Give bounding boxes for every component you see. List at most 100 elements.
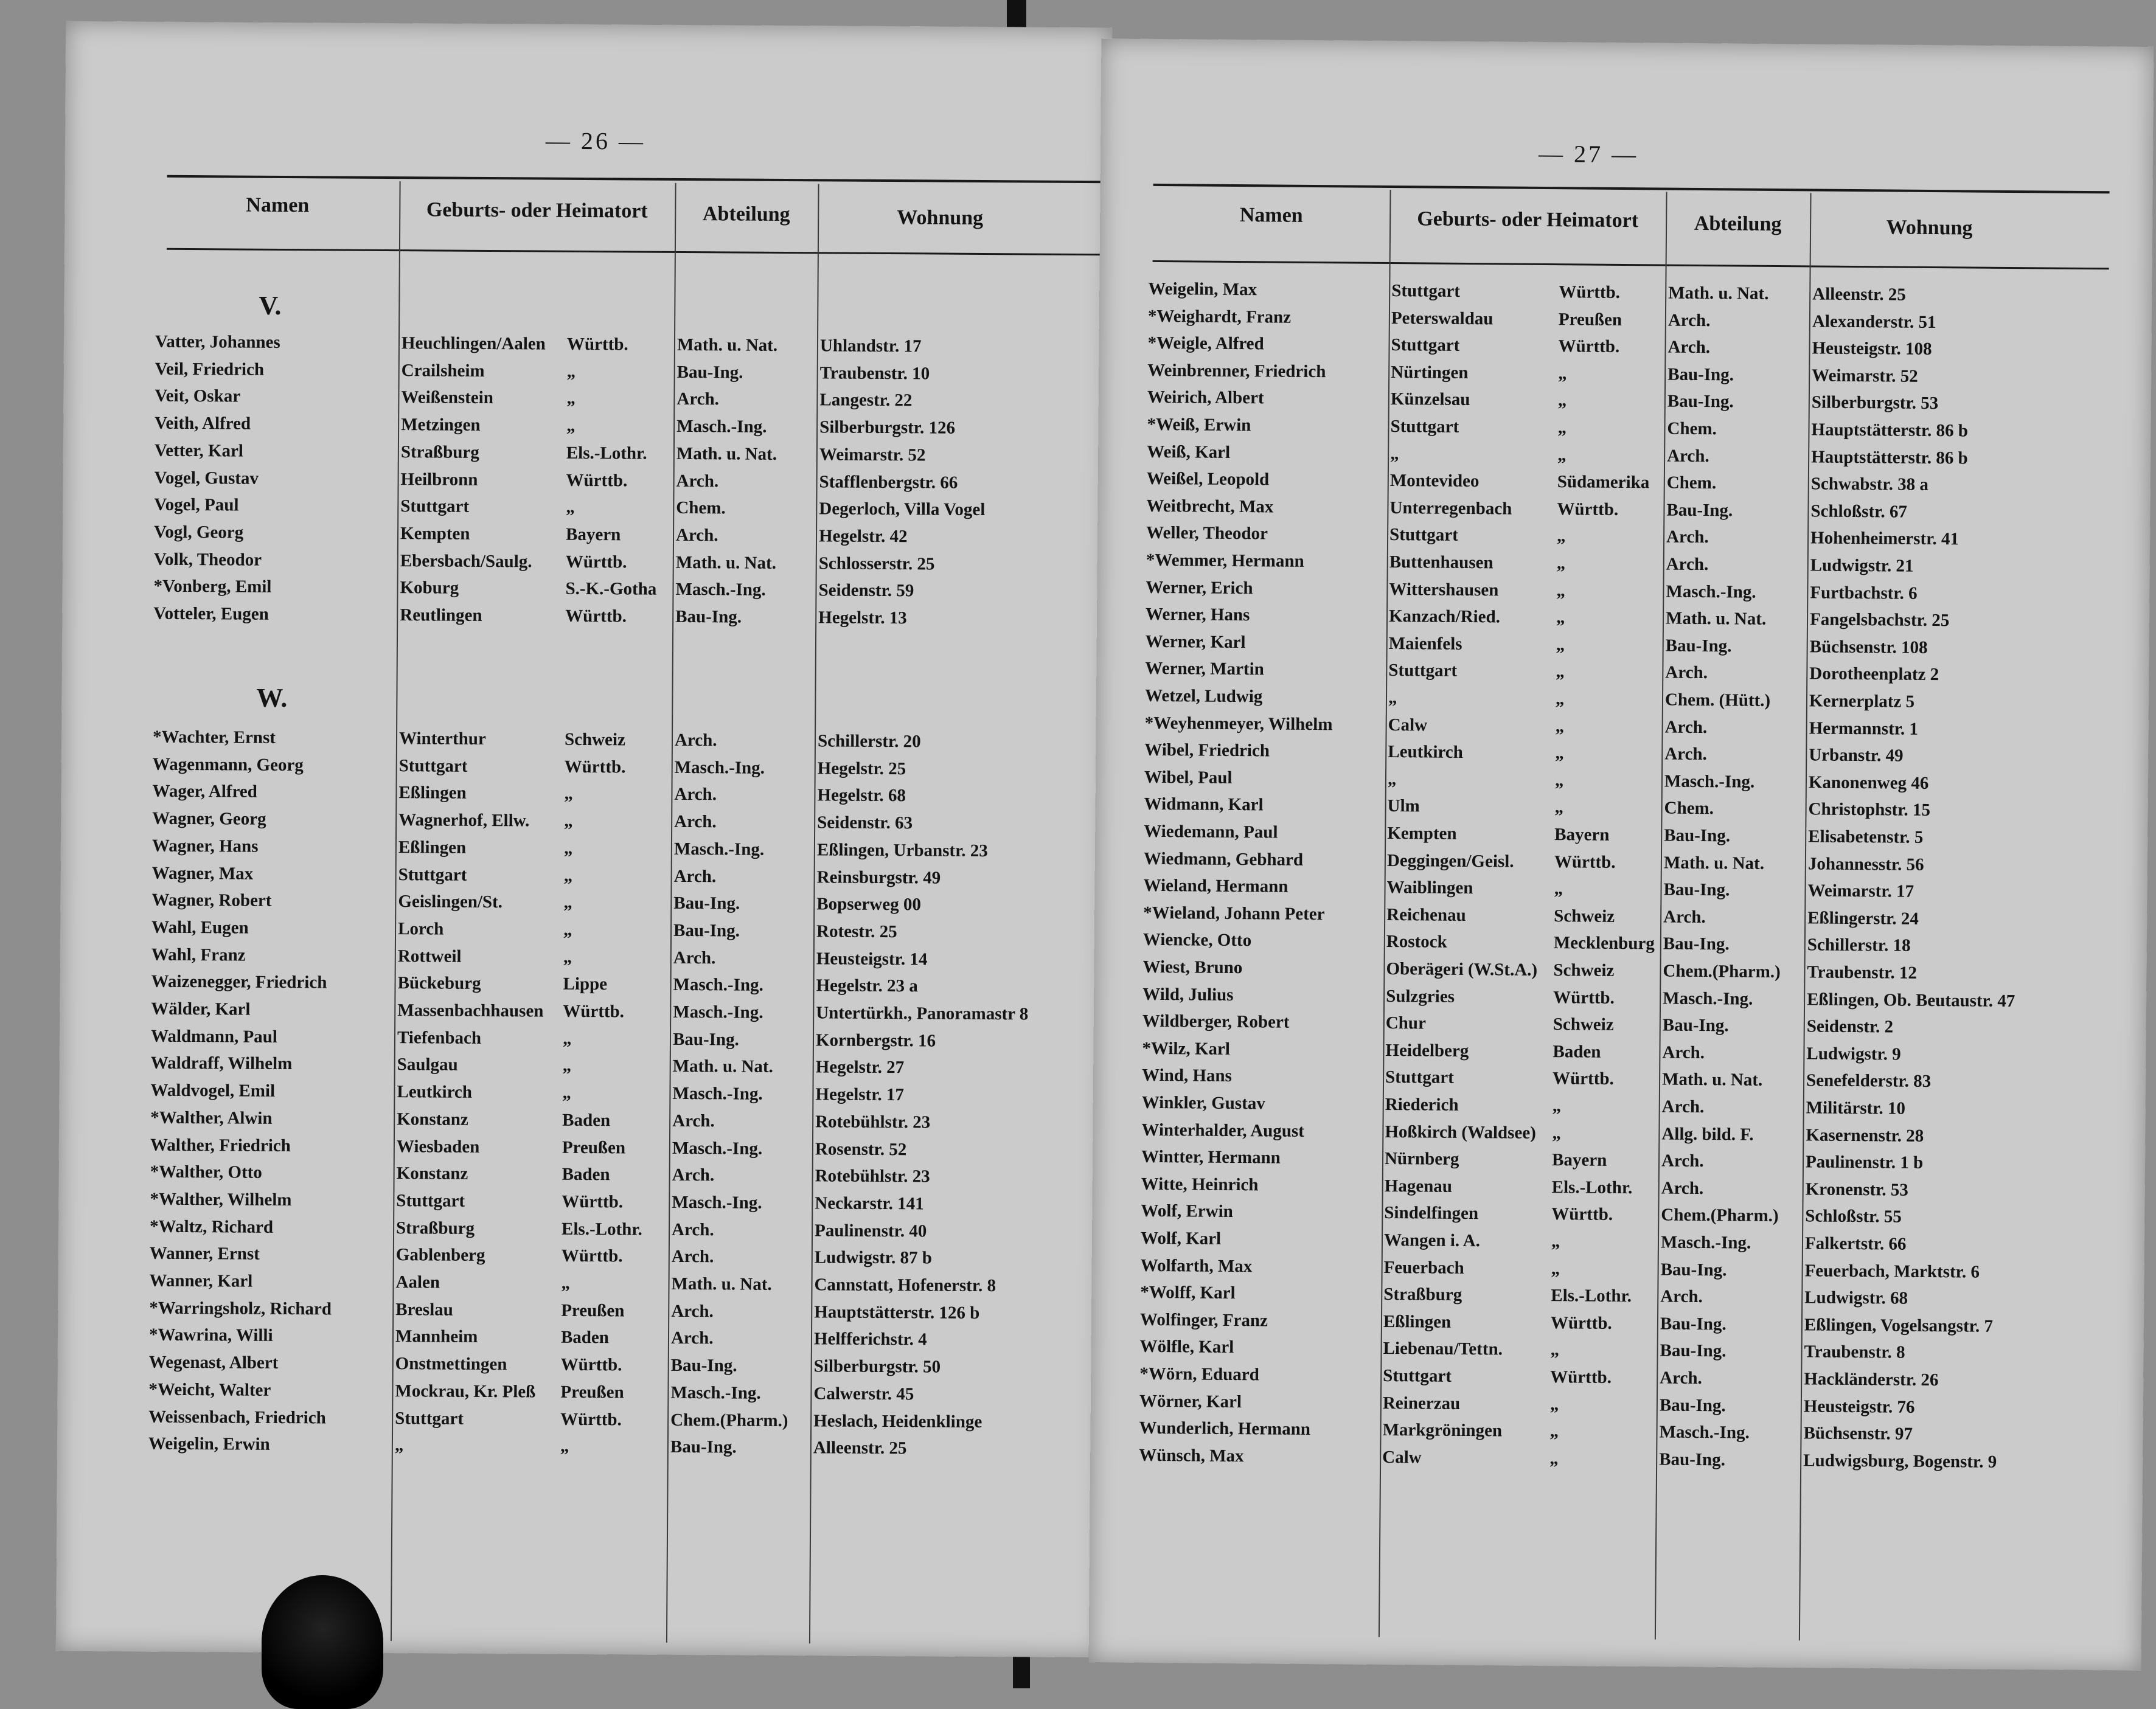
entry-name: Widmann, Karl [1144,794,1264,815]
entry-department: Math. u. Nat. [1661,1069,1763,1090]
entry-department: Bau-Ing. [673,893,740,913]
entry-department: Arch. [675,525,718,546]
entry-department: Masch.-Ing. [676,417,767,437]
entry-place: Stuttgart [1383,1365,1452,1386]
section-letter: V. [259,290,282,321]
entry-address: Feuerbach, Marktstr. 6 [1804,1260,1980,1282]
entry-state: „ [1556,526,1566,546]
page-27: — 27 — Namen Geburts- oder Heimatort Abt… [1088,38,2154,1671]
entry-place: Konstanz [396,1163,468,1184]
entry-name: *Wörn, Eduard [1139,1364,1259,1385]
entry-name: Weigelin, Erwin [148,1433,270,1455]
entry-department: Arch. [1660,1286,1703,1307]
entry-address: Weimarstr. 17 [1807,881,1914,901]
entry-address: Heusteigstr. 108 [1812,338,1932,359]
entry-place: Peterswaldau [1391,308,1494,328]
entry-name: Waizenegger, Friedrich [151,971,327,993]
entry-state: Els.-Lothr. [1551,1286,1632,1306]
entry-state: Schweiz [1553,1014,1614,1035]
entry-state: Preußen [562,1137,626,1157]
entry-name: Wager, Alfred [152,782,257,802]
entry-place: Stuttgart [396,1191,465,1211]
entry-department: Bau-Ing. [1662,1015,1729,1036]
entry-state: Württb. [1554,851,1616,872]
entry-name: Wanner, Karl [149,1270,253,1291]
entry-place: Reutlingen [400,605,482,625]
entry-place: Mockrau, Kr. Pleß [395,1381,536,1402]
page-26: — 26 — Namen Geburts- oder Heimatort Abt… [55,21,1124,1658]
entry-name: Votteler, Eugen [153,603,269,624]
entry-name: Wunderlich, Hermann [1139,1418,1311,1440]
entry-state: „ [562,1083,572,1103]
entry-name: *Vonberg, Emil [153,576,272,597]
entry-address: Hegelstr. 23 a [816,976,918,996]
entry-address: Rotebühlstr. 23 [815,1112,931,1132]
entry-state: „ [566,415,576,435]
entry-department: Arch. [671,1301,714,1322]
entry-name: *Walther, Wilhelm [150,1189,292,1210]
entry-place: Straßburg [400,442,479,462]
entry-state: Baden [1553,1041,1601,1062]
header-rule-top [167,175,1124,184]
entry-address: Hegelstr. 25 [817,758,906,778]
entry-place: Liebenau/Tettn. [1383,1339,1503,1359]
entry-name: *Wemmer, Hermann [1146,550,1304,571]
entry-state: „ [562,1028,572,1049]
entry-place: Sulzgries [1386,986,1455,1007]
entry-place: Stuttgart [1389,525,1459,546]
entry-department: Bau-Ing. [672,1029,739,1050]
entry-name: Waldvogel, Emil [150,1080,276,1101]
entry-department: Arch. [1666,554,1709,575]
entry-state: „ [566,497,575,518]
entry-place: Rottweil [397,946,462,966]
entry-state: Schweiz [1553,960,1615,980]
entry-place: Stuttgart [1388,660,1458,681]
entry-name: Waldraff, Wilhelm [150,1053,293,1074]
entry-address: Uhlandstr. 17 [819,336,922,356]
entry-department: Chem.(Pharm.) [670,1410,788,1430]
entry-department: Masch.-Ing. [1660,1232,1751,1253]
entry-department: Allg. bild. F. [1661,1124,1754,1145]
entry-name: Wagenmann, Georg [152,754,304,775]
entry-name: Wahl, Eugen [151,917,249,938]
entry-place: „ [394,1435,404,1455]
entry-address: Rosenstr. 52 [815,1139,907,1159]
entry-name: Wölfle, Karl [1139,1337,1234,1357]
entry-address: Ludwigstr. 9 [1806,1044,1901,1064]
entry-place: Riederich [1385,1094,1459,1115]
entry-name: *Wilz, Karl [1142,1038,1231,1059]
entry-state: Württb. [1552,1069,1614,1089]
entry-department: Arch. [1661,1178,1704,1198]
entry-address: Seidenstr. 59 [818,580,914,601]
entry-name: Werner, Karl [1145,631,1246,652]
entry-address: Weimarstr. 52 [819,445,926,465]
entry-department: Math. u. Nat. [676,335,778,355]
entry-place: Waiblingen [1386,878,1473,898]
entry-address: Büchsenstr. 97 [1803,1423,1913,1444]
entry-name: Wind, Hans [1141,1066,1233,1086]
entry-place: Tiefenbach [397,1027,482,1048]
entry-address: Silberburgstr. 50 [813,1356,941,1377]
entry-name: *Weighardt, Franz [1147,306,1292,327]
entry-state: „ [1555,716,1565,736]
entry-state: Baden [560,1328,610,1348]
entry-name: Wanner, Ernst [149,1243,260,1264]
entry-place: Ebersbach/Saulg. [400,550,532,572]
entry-department: Bau-Ing. [1660,1314,1727,1334]
entry-address: Heusteigstr. 14 [816,948,928,969]
entry-state: „ [560,1436,569,1457]
entry-name: Veith, Alfred [155,413,251,434]
entry-department: Arch. [674,811,717,832]
entry-department: Bau-Ing. [1659,1449,1726,1470]
entry-department: Arch. [671,1219,714,1239]
entry-department: Masch.-Ing. [1664,771,1755,792]
entry-name: *Wachter, Ernst [152,727,276,747]
entry-department: Masch.-Ing. [673,975,763,996]
column-header-name: Namen [246,193,310,217]
entry-state: „ [1552,1096,1562,1116]
entry-name: Wintter, Hermann [1141,1147,1281,1168]
entry-place: Deggingen/Geisl. [1386,850,1514,872]
entry-name: Wahl, Franz [151,945,246,965]
entry-state: Schweiz [1554,906,1615,926]
entry-address: Johannesstr. 56 [1807,854,1924,875]
